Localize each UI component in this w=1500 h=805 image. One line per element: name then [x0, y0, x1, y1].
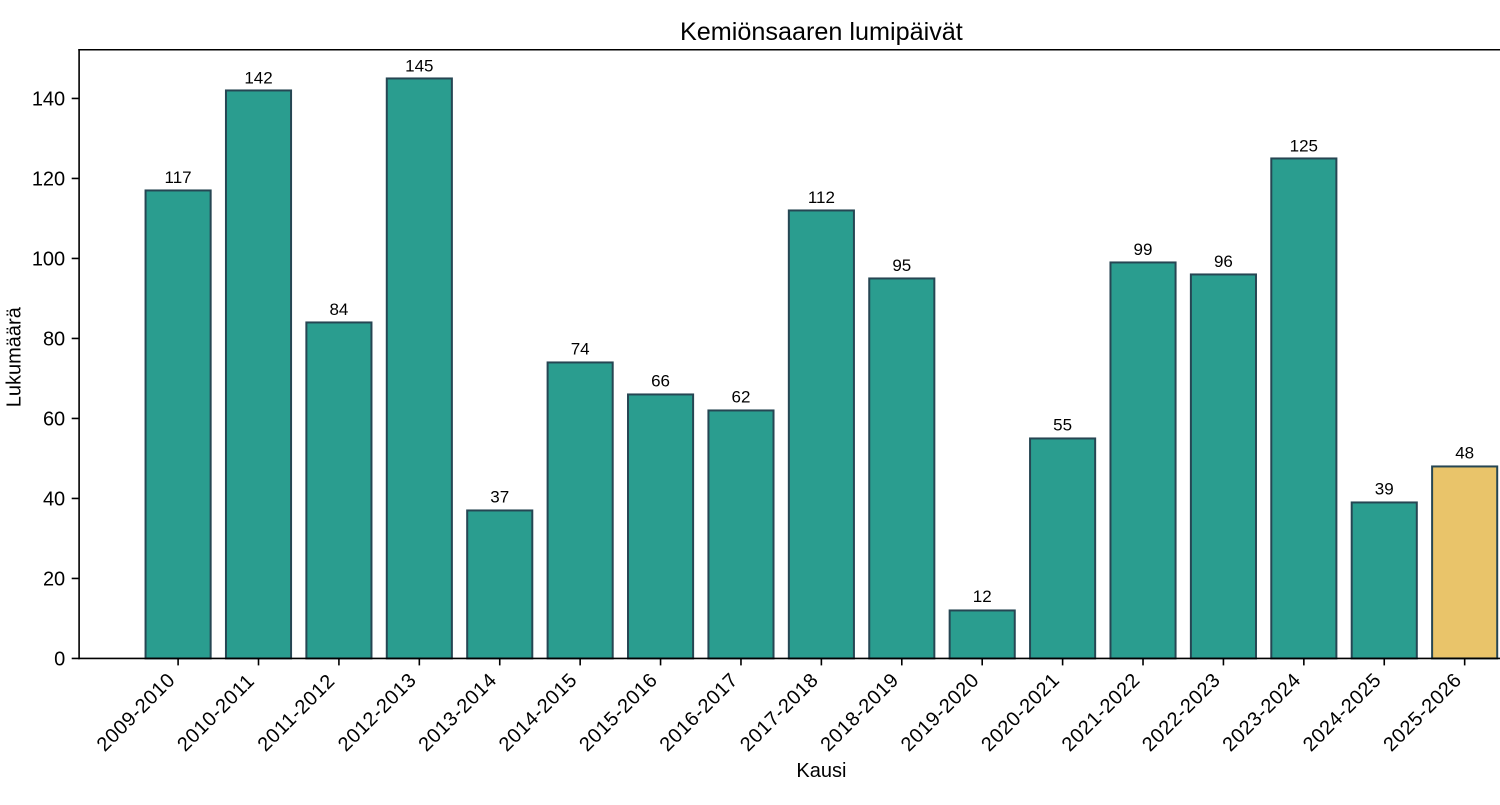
svg-text:Kausi: Kausi: [796, 760, 846, 782]
svg-text:48: 48: [1455, 443, 1474, 462]
svg-text:120: 120: [32, 168, 65, 190]
svg-text:62: 62: [732, 388, 751, 407]
svg-text:96: 96: [1214, 252, 1233, 271]
svg-text:39: 39: [1375, 479, 1394, 498]
svg-text:Lukumäärä: Lukumäärä: [4, 306, 26, 407]
svg-text:100: 100: [32, 248, 65, 270]
svg-text:125: 125: [1290, 136, 1318, 155]
svg-text:95: 95: [892, 256, 911, 275]
svg-text:66: 66: [651, 372, 670, 391]
svg-text:40: 40: [43, 488, 65, 510]
svg-text:12: 12: [973, 587, 992, 606]
svg-text:145: 145: [405, 56, 433, 75]
svg-text:37: 37: [490, 487, 509, 506]
svg-text:142: 142: [244, 68, 272, 87]
svg-text:74: 74: [571, 340, 590, 359]
svg-text:Kemiönsaaren lumipäivät: Kemiönsaaren lumipäivät: [680, 18, 963, 46]
svg-text:55: 55: [1053, 416, 1072, 435]
svg-text:80: 80: [43, 328, 65, 350]
svg-text:20: 20: [43, 568, 65, 590]
svg-text:99: 99: [1134, 240, 1153, 259]
svg-text:60: 60: [43, 408, 65, 430]
svg-text:140: 140: [32, 88, 65, 110]
svg-text:112: 112: [808, 188, 835, 207]
svg-text:84: 84: [329, 300, 348, 319]
svg-text:0: 0: [54, 648, 65, 670]
svg-text:117: 117: [165, 168, 192, 187]
